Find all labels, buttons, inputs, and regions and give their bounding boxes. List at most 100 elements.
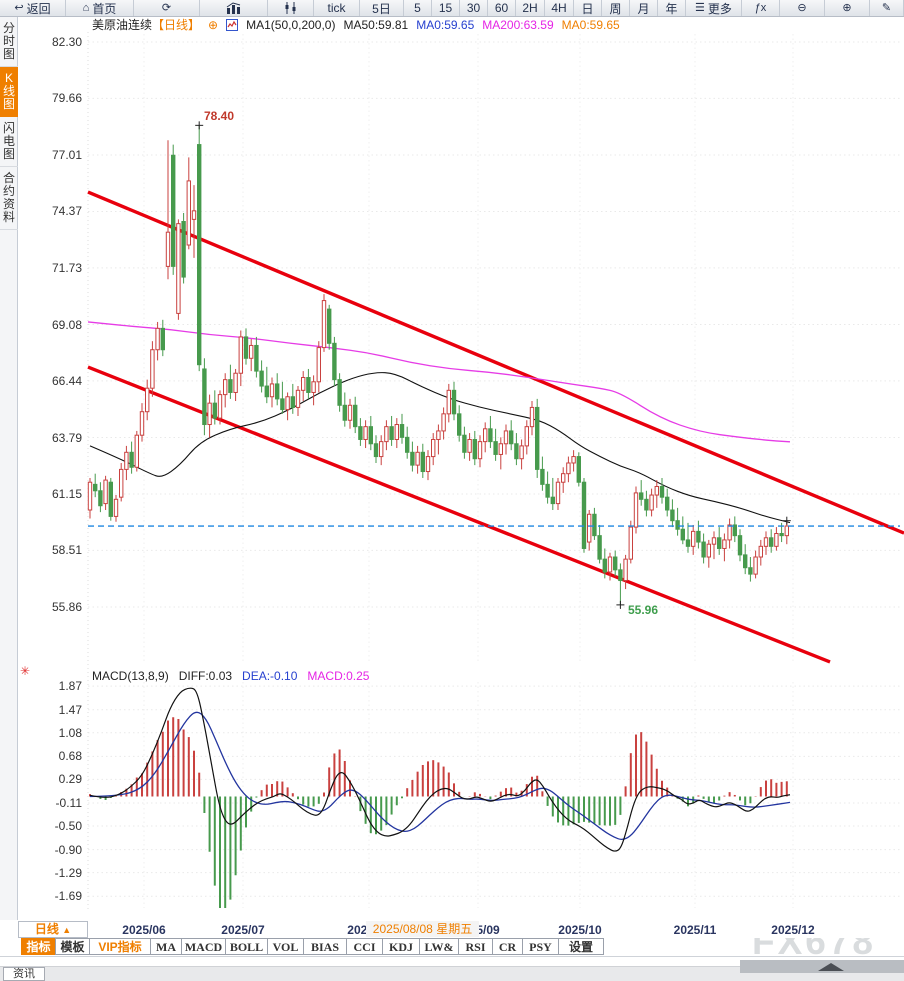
macd-header: MACD(13,8,9) DIFF:0.03 DEA:-0.10 MACD:0.…	[92, 668, 369, 683]
tab-CR[interactable]: CR	[492, 938, 523, 955]
tab-MA[interactable]: MA	[150, 938, 182, 955]
fx-icon: ƒx	[754, 1, 767, 14]
scrollbar-up-arrow-icon[interactable]	[818, 963, 844, 971]
tab-PSY[interactable]: PSY	[522, 938, 559, 955]
macd-params-label: MACD(13,8,9)	[92, 668, 169, 683]
interval-30m-button[interactable]: 30	[460, 0, 488, 16]
tab-RSI[interactable]: RSI	[458, 938, 493, 955]
zoom-in-icon: ⊕	[842, 1, 852, 14]
price-tick-label: 74.37	[51, 204, 82, 219]
interval-selector[interactable]: 日线 ▲	[18, 921, 88, 938]
interval-4h-button[interactable]: 4H	[545, 0, 574, 16]
pencil-icon: ✎	[881, 1, 892, 14]
price-tick-label: 55.86	[51, 600, 82, 615]
tab-BIAS[interactable]: BIAS	[303, 938, 347, 955]
price-tick-label: 79.66	[51, 91, 82, 106]
macd-tick-label: 1.47	[58, 702, 82, 717]
toolbar-item-label: 年	[665, 1, 678, 16]
toolbar-item-label: 月	[637, 1, 650, 16]
news-tab[interactable]: 资讯	[3, 967, 45, 981]
interval-5d-button[interactable]: 5日	[360, 0, 404, 16]
toolbar-item-label: 5日	[372, 1, 391, 16]
refresh-button[interactable]: ⟳	[134, 0, 200, 16]
tab-CCI[interactable]: CCI	[346, 938, 383, 955]
toolbar-item-label: 60	[494, 1, 509, 15]
tab-VOL[interactable]: VOL	[267, 938, 304, 955]
xaxis-month-label: 2025/07	[221, 923, 265, 937]
tab-LW&[interactable]: LW&	[419, 938, 459, 955]
price-tick-label: 77.01	[51, 148, 82, 163]
interval-5m-button[interactable]: 5	[404, 0, 432, 16]
symbol-name: 美原油连续	[92, 18, 153, 32]
refresh-icon: ⟳	[161, 1, 172, 14]
indicator-settings-icon[interactable]: ✳	[20, 664, 31, 678]
tab-VIP指标[interactable]: VIP指标	[89, 938, 151, 955]
low-price-label: 55.96	[628, 603, 659, 617]
add-icon[interactable]: ⊕	[208, 17, 219, 32]
chart-header: 美原油连续 【日线】 ⊕ MA1(50,0,200,0) MA50:59.81 M…	[92, 17, 620, 33]
interval-15m-button[interactable]: 15	[432, 0, 460, 16]
tab-BOLL[interactable]: BOLL	[225, 938, 268, 955]
interval-60m-button[interactable]: 60	[488, 0, 516, 16]
price-tick-label: 82.30	[51, 35, 82, 49]
tab-MACD[interactable]: MACD	[181, 938, 226, 955]
time-axis: 日线 ▲ 2025/062025/072025/082025/092025/10…	[0, 920, 904, 938]
sidebar-item-闪电图[interactable]: 闪 电 图	[0, 117, 18, 167]
tab-KDJ[interactable]: KDJ	[382, 938, 420, 955]
toolbar-item-label: 周	[609, 1, 622, 16]
top-toolbar: ↩ 返回 ⌂ 首页 ⟳ tick 5日 5 15 30 60 2H 4H 日周月年 ☰ 更多 ƒx ⊖ ⊕ ✎	[0, 0, 904, 17]
macd-tick-label: 1.08	[58, 725, 82, 740]
xaxis-month-label: 2025/12	[771, 923, 815, 937]
candle-chart-button[interactable]	[268, 0, 314, 16]
mini-chart-icon[interactable]	[226, 18, 239, 31]
macd-value: MACD:0.25	[307, 668, 370, 683]
ma0-orange-value: MA0:59.65	[561, 17, 620, 32]
period-label: 【日线】	[152, 18, 201, 32]
zoom-out-button[interactable]: ⊖	[780, 0, 825, 16]
interval-2h-button[interactable]: 2H	[516, 0, 545, 16]
xaxis-month-label: 2025/06	[122, 923, 166, 937]
zoom-in-button[interactable]: ⊕	[825, 0, 870, 16]
sidebar-item-分时图[interactable]: 分 时 图	[0, 17, 18, 67]
toolbar-item-label: tick	[327, 1, 346, 15]
interval-month-button[interactable]: 月	[630, 0, 658, 16]
interval-week-button[interactable]: 周	[602, 0, 630, 16]
interval-tick-button[interactable]: tick	[314, 0, 360, 16]
back-button[interactable]: ↩ 返回	[0, 0, 66, 16]
interval-year-button[interactable]: 年	[658, 0, 686, 16]
price-tick-label: 63.79	[51, 430, 82, 445]
draw-button[interactable]: ✎	[870, 0, 904, 16]
interval-day-button[interactable]: 日	[574, 0, 602, 16]
macd-tick-label: -1.69	[54, 889, 82, 904]
tab-指标[interactable]: 指标	[21, 938, 56, 955]
tab-设置[interactable]: 设置	[558, 938, 604, 955]
toolbar-item-label: 更多	[707, 1, 732, 16]
ma-settings-label: MA1(50,0,200,0)	[246, 17, 336, 32]
price-tick-label: 66.44	[51, 373, 82, 388]
dea-value: DEA:-0.10	[242, 668, 298, 683]
toolbar-item-label: 日	[581, 1, 594, 16]
formula-button[interactable]: ƒx	[742, 0, 780, 16]
macd-tick-label: 0.29	[58, 772, 82, 787]
chevron-up-icon: ▲	[62, 925, 72, 935]
sidebar-item-合约资料[interactable]: 合 约 资 料	[0, 167, 18, 230]
indicator-tab-bar: 指标 模板 VIP指标 MA MACD BOLL VOL BIAS CCI KDJ LW& RSI CR…	[0, 938, 904, 957]
horizontal-scrollbar[interactable]	[740, 960, 904, 973]
sidebar-item-K线图[interactable]: K 线 图	[0, 67, 18, 117]
tab-模板[interactable]: 模板	[55, 938, 90, 955]
high-price-label: 78.40	[204, 109, 235, 123]
toolbar-item-label: 4H	[551, 1, 567, 15]
more-button[interactable]: ☰ 更多	[686, 0, 742, 16]
macd-tick-label: 0.68	[58, 749, 82, 764]
toolbar-item-label: 5	[414, 1, 421, 15]
line-chart-button[interactable]	[200, 0, 268, 16]
ma0-blue-value: MA0:59.65	[416, 17, 475, 32]
price-tick-label: 58.51	[51, 543, 82, 558]
menu-icon: ☰	[695, 1, 705, 14]
ma50-value: MA50:59.81	[343, 17, 409, 32]
macd-tick-label: 1.87	[58, 679, 82, 694]
home-button[interactable]: ⌂ 首页	[66, 0, 134, 16]
crosshair-date-tooltip: 2025/08/08 星期五	[366, 921, 479, 937]
